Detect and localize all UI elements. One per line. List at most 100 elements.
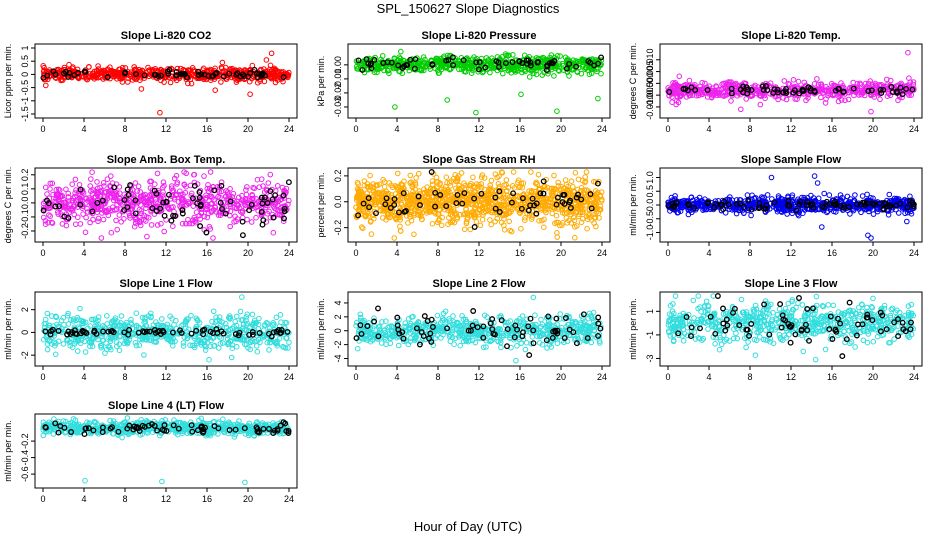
data-point bbox=[775, 96, 781, 103]
data-point bbox=[246, 207, 253, 214]
data-point bbox=[462, 194, 469, 200]
x-tick-label: 16 bbox=[202, 248, 212, 258]
data-point bbox=[501, 227, 508, 233]
data-point bbox=[444, 180, 450, 186]
data-point bbox=[161, 228, 167, 235]
data-point bbox=[541, 216, 547, 223]
data-point bbox=[533, 71, 540, 78]
data-point bbox=[748, 87, 755, 94]
data-point bbox=[177, 188, 183, 194]
data-point bbox=[488, 177, 495, 184]
data-point bbox=[596, 215, 602, 221]
data-point bbox=[533, 179, 540, 186]
outlier-point bbox=[865, 232, 871, 239]
data-point bbox=[868, 87, 875, 94]
data-point bbox=[555, 183, 562, 189]
data-point bbox=[728, 85, 735, 92]
data-point bbox=[780, 95, 787, 101]
x-tick-label: 24 bbox=[284, 248, 294, 258]
data-point bbox=[868, 195, 874, 201]
data-point bbox=[246, 196, 253, 202]
data-point bbox=[463, 220, 470, 227]
data-point bbox=[449, 54, 456, 61]
data-point bbox=[118, 219, 124, 225]
data-point bbox=[421, 67, 427, 74]
data-point bbox=[251, 185, 258, 192]
data-point bbox=[412, 204, 419, 211]
data-point bbox=[461, 190, 468, 197]
data-point bbox=[537, 190, 544, 197]
data-point bbox=[213, 70, 220, 76]
data-point bbox=[191, 182, 198, 189]
data-point bbox=[458, 66, 465, 72]
data-point bbox=[573, 63, 580, 70]
data-point bbox=[745, 86, 752, 93]
data-point bbox=[424, 193, 431, 199]
data-point bbox=[531, 70, 537, 77]
data-point bbox=[588, 205, 595, 212]
data-point bbox=[160, 179, 167, 185]
x-tick-label: 8 bbox=[122, 372, 127, 382]
x-tick-label: 24 bbox=[284, 124, 294, 134]
outlier-point bbox=[138, 86, 145, 92]
x-tick-label: 12 bbox=[161, 124, 171, 134]
data-point bbox=[256, 184, 263, 190]
data-point bbox=[555, 179, 562, 186]
x-tick-label: 24 bbox=[909, 248, 919, 258]
data-point bbox=[551, 172, 557, 179]
data-point bbox=[365, 195, 372, 202]
data-point bbox=[61, 196, 67, 203]
series-1 bbox=[355, 169, 601, 230]
data-point bbox=[280, 74, 287, 81]
y-tick-label: -0.02 bbox=[333, 83, 343, 104]
data-point bbox=[95, 218, 101, 225]
data-point bbox=[173, 68, 180, 75]
panel-ylabel: degrees C per min. bbox=[3, 167, 13, 244]
data-point bbox=[443, 57, 450, 64]
y-tick-label: -0.03 bbox=[333, 97, 343, 118]
data-point bbox=[507, 193, 513, 200]
data-point bbox=[580, 56, 586, 63]
data-point bbox=[688, 194, 695, 201]
data-point bbox=[461, 226, 468, 233]
data-point bbox=[240, 197, 246, 204]
figure-title: SPL_150627 Slope Diagnostics bbox=[377, 1, 560, 16]
data-point bbox=[208, 201, 214, 207]
data-point bbox=[496, 63, 502, 70]
data-point bbox=[77, 186, 84, 193]
data-point bbox=[566, 199, 573, 206]
data-point bbox=[496, 209, 503, 215]
y-tick-label: -1 bbox=[20, 97, 30, 105]
data-point bbox=[114, 70, 120, 77]
data-point bbox=[782, 88, 789, 95]
data-point bbox=[771, 86, 778, 93]
data-point bbox=[429, 62, 436, 69]
x-tick-label: 8 bbox=[122, 248, 127, 258]
data-point bbox=[65, 190, 71, 197]
y-tick-label: 0.0 bbox=[645, 199, 655, 212]
y-tick-label: 1.0 bbox=[645, 171, 655, 184]
data-point bbox=[370, 187, 377, 194]
outlier-point bbox=[263, 57, 270, 63]
data-point bbox=[269, 196, 276, 203]
data-point bbox=[98, 70, 105, 76]
data-point bbox=[207, 193, 213, 200]
outlier-point bbox=[157, 109, 163, 116]
data-point bbox=[58, 77, 64, 84]
data-point bbox=[53, 186, 60, 193]
data-point bbox=[62, 205, 69, 211]
data-point bbox=[583, 169, 590, 175]
data-point bbox=[453, 185, 459, 192]
data-point bbox=[672, 193, 678, 199]
data-point bbox=[149, 205, 156, 212]
data-point bbox=[152, 71, 159, 78]
data-point bbox=[163, 198, 170, 205]
data-point bbox=[107, 187, 113, 194]
data-point bbox=[673, 199, 680, 206]
data-point bbox=[528, 169, 534, 175]
data-point bbox=[478, 174, 485, 180]
data-point bbox=[355, 187, 362, 193]
data-point bbox=[545, 203, 552, 210]
data-point bbox=[182, 189, 189, 196]
data-point bbox=[49, 219, 55, 226]
